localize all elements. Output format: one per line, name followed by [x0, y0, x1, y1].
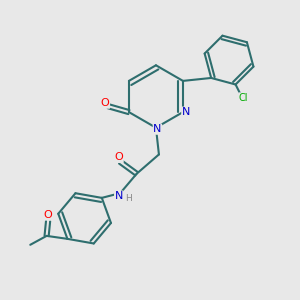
Text: N: N	[115, 191, 123, 201]
Text: H: H	[125, 194, 132, 203]
Text: Cl: Cl	[239, 93, 248, 103]
Text: N: N	[182, 107, 190, 117]
Text: O: O	[44, 210, 52, 220]
Text: O: O	[101, 98, 110, 108]
Text: N: N	[153, 124, 162, 134]
Text: O: O	[114, 152, 123, 162]
